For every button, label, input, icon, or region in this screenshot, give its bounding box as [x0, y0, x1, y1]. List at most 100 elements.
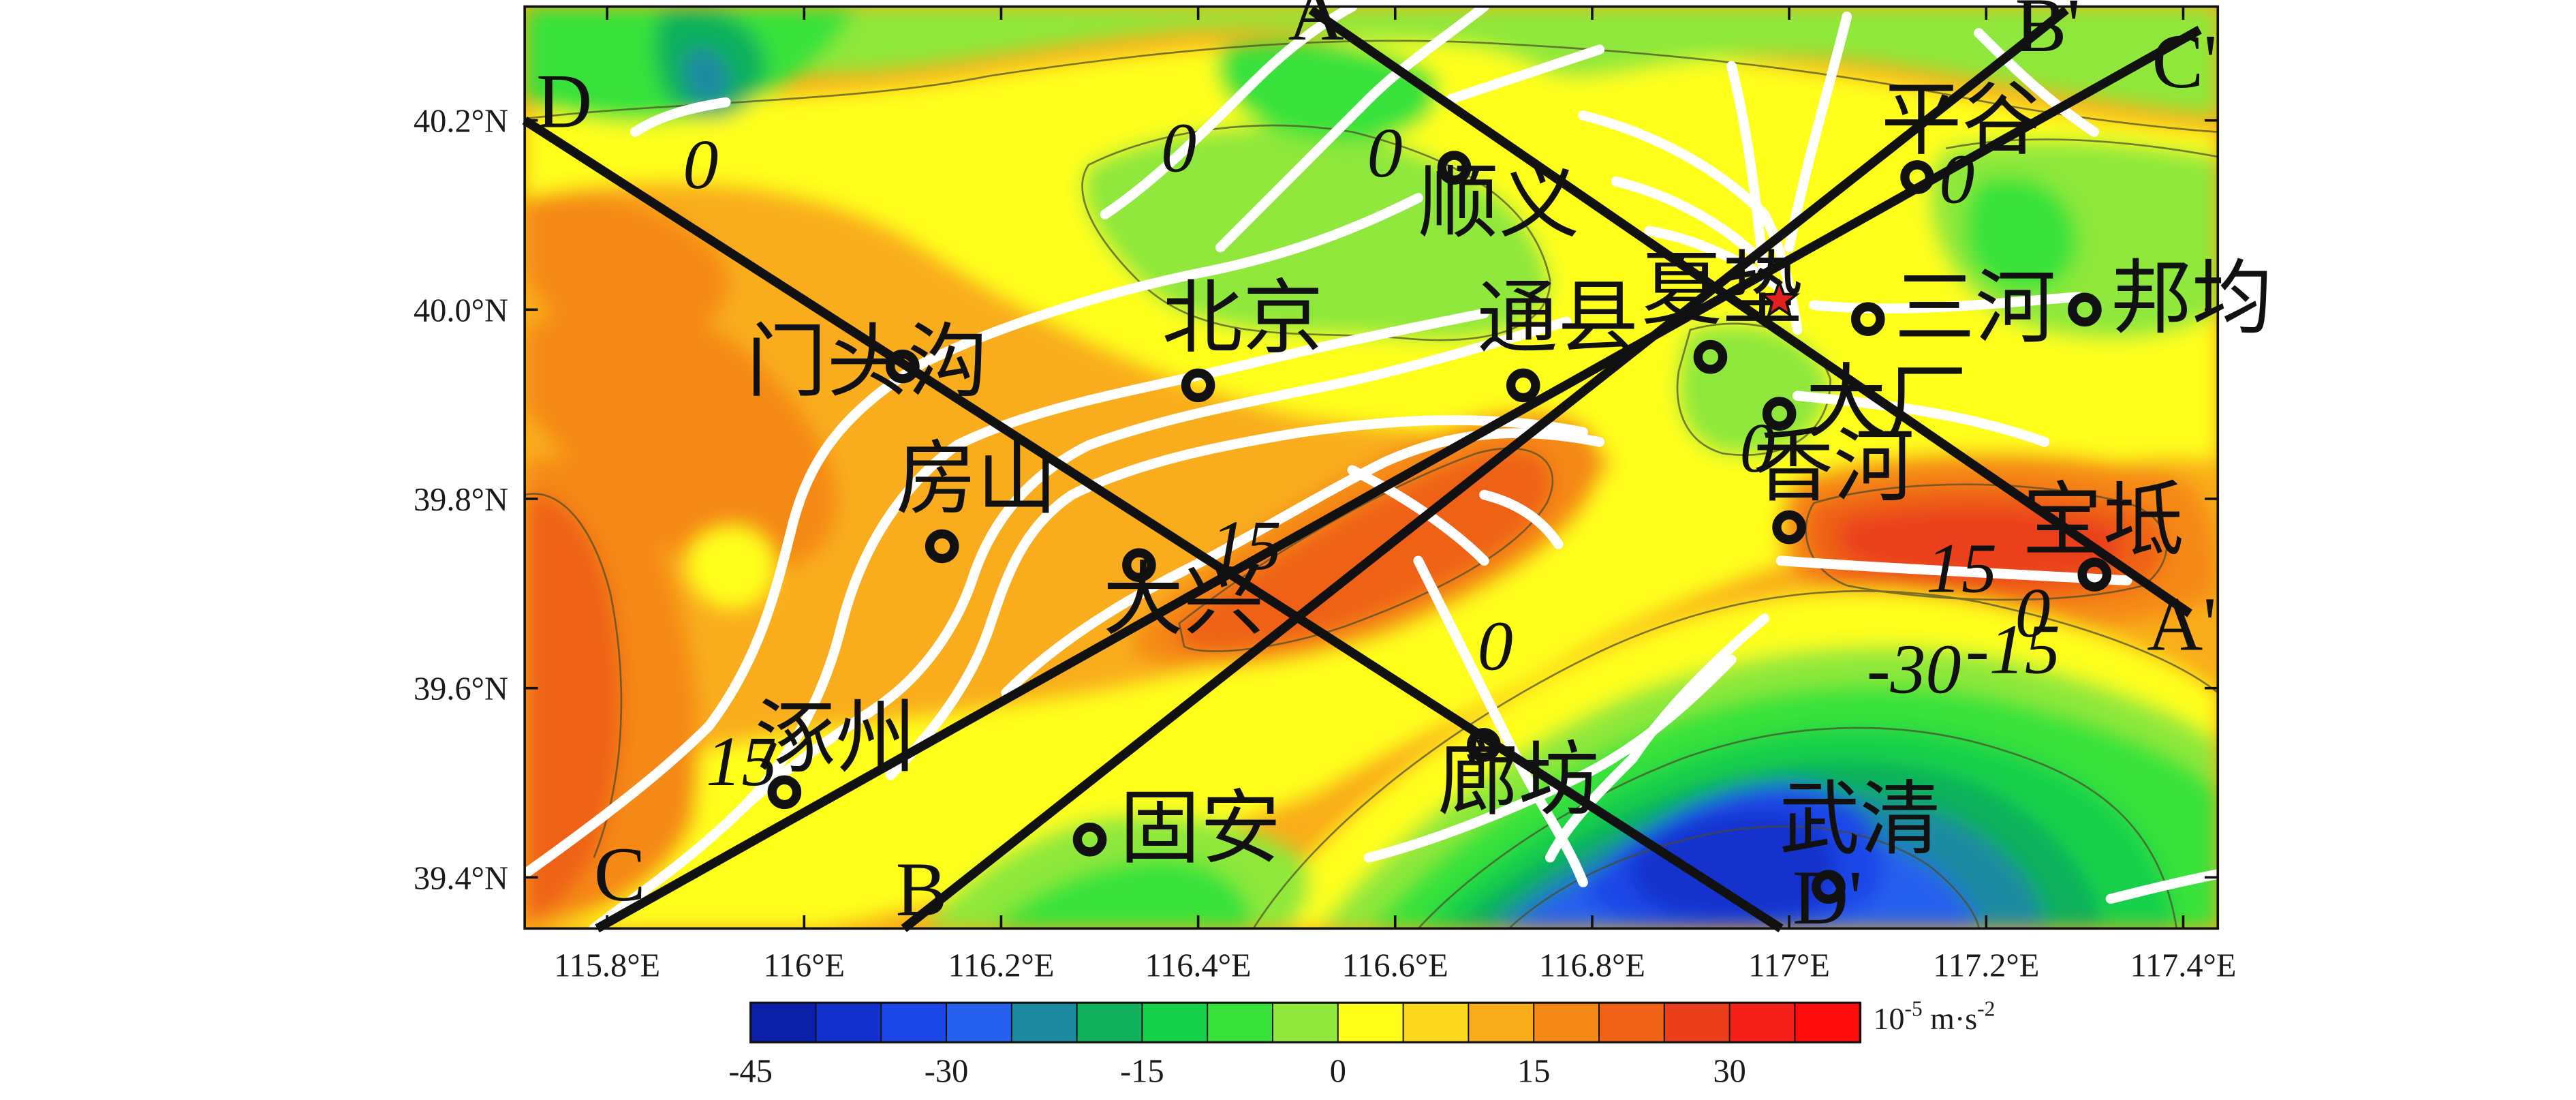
epicenter-star-icon	[1758, 278, 1801, 318]
city: 武清	[1779, 772, 1940, 904]
contour-value-labels: 0 0 0 0 0 0 0 15 15 15 -15 -30	[683, 108, 2060, 801]
city-marker-icon	[1772, 510, 1806, 545]
profile-label-c-prime: C'	[2152, 18, 2217, 104]
city-marker-icon	[1812, 870, 1846, 904]
fault-line	[721, 316, 1572, 830]
contour-label: 0	[1939, 140, 1974, 219]
city: 平谷	[1881, 72, 2043, 194]
city: 北京	[1162, 271, 1323, 403]
fault-line	[525, 193, 1423, 879]
fault-line	[630, 97, 731, 137]
city: 三河	[1850, 260, 2056, 354]
city: 顺义	[1418, 151, 1579, 249]
colorbar-unit: 10-5 m·s-2	[1874, 997, 1996, 1036]
city: 大兴	[1103, 548, 1264, 647]
city-marker-icon	[2077, 557, 2112, 592]
city-label: 通县	[1477, 271, 1639, 365]
city-label: 香河	[1753, 419, 1914, 513]
profile-line-dd	[522, 117, 1784, 932]
contour-label: 0	[683, 125, 718, 204]
city: 廊坊	[1438, 728, 1599, 827]
city-label: 宝坻	[2022, 473, 2184, 567]
city-label: 房山	[896, 431, 1057, 525]
lat-tick-label: 39.4°N	[414, 860, 508, 896]
lon-tick-label: 116.4°E	[1145, 948, 1252, 984]
lon-tick-label: 117°E	[1748, 948, 1830, 984]
contour-label: 15	[706, 722, 777, 801]
lat-tick-label: 40.0°N	[414, 292, 508, 329]
city-marker-icon	[925, 529, 959, 564]
city-marker-icon	[1467, 728, 1501, 762]
city-label: 廊坊	[1438, 733, 1599, 827]
city-marker-icon	[767, 775, 802, 810]
colorbar-tick-label: 15	[1517, 1053, 1550, 1089]
city-marker-icon	[1506, 368, 1540, 403]
colorbar-swatch	[1663, 1002, 1731, 1043]
city: 大厂	[1762, 355, 1967, 449]
lat-tick-label: 40.2°N	[414, 104, 508, 140]
city-label: 涿州	[755, 691, 916, 785]
city-label: 武清	[1779, 772, 1940, 866]
colorbar-swatch	[1337, 1002, 1405, 1043]
city-marker-icon	[1900, 160, 1934, 194]
fault-line	[1100, 6, 1358, 219]
city-label: 大兴	[1103, 553, 1264, 647]
lat-tick-label: 39.6°N	[414, 671, 508, 707]
city-marker-icon	[1693, 339, 1728, 374]
fault-line	[886, 415, 1588, 780]
city-label: 平谷	[1881, 72, 2043, 166]
colorbar-swatch	[1468, 1002, 1536, 1043]
city-marker-icon	[886, 349, 920, 384]
city-marker-icon	[1850, 302, 1885, 337]
city-label: 三河	[1894, 260, 2055, 354]
fault-line	[2105, 869, 2218, 904]
colorbar-swatch	[1076, 1002, 1144, 1043]
city-label: 固安	[1119, 781, 1281, 875]
colorbar-swatch	[1207, 1002, 1274, 1043]
city-marker-icon	[1437, 151, 1472, 185]
profile-label-a-prime: A'	[2147, 581, 2217, 667]
city-label: 顺义	[1418, 155, 1579, 249]
fault-line	[1446, 44, 1605, 104]
colorbar-swatch	[815, 1002, 883, 1043]
city-marker-icon	[1122, 548, 1156, 582]
latitude-axis: 40.2°N 40.0°N 39.8°N 39.6°N 39.4°N	[414, 104, 2218, 896]
city-label: 门头沟	[746, 314, 989, 408]
contour-label: 15	[1926, 529, 1997, 608]
colorbar: -45 -30 -15 0 15 30	[728, 1001, 1862, 1089]
fault-line	[1545, 613, 1770, 863]
lat-tick-label: 39.8°N	[414, 482, 508, 518]
city: 门头沟	[746, 314, 989, 408]
profile-label-d: D	[536, 58, 592, 144]
city-marker-icon	[2068, 292, 2102, 327]
profile-label-b: B	[896, 846, 948, 932]
city: 香河	[1753, 419, 1914, 545]
lon-tick-label: 116.2°E	[948, 948, 1054, 984]
contour-label: -30	[1867, 629, 1961, 708]
lon-tick-label: 116.6°E	[1342, 948, 1448, 984]
colorbar-swatch	[946, 1002, 1013, 1043]
contour-label: 15	[1211, 506, 1282, 585]
city: 涿州	[755, 691, 916, 810]
profile-label-a: A	[1288, 0, 1344, 57]
map-frame	[523, 5, 2220, 930]
lon-tick-label: 115.8°E	[554, 948, 660, 984]
colorbar-tick-label: 0	[1330, 1053, 1346, 1089]
city-marker-icon	[1762, 397, 1797, 431]
profile-label-b-prime: B'	[2015, 0, 2081, 68]
fault-lines	[525, 6, 2218, 929]
colorbar-swatch	[1533, 1002, 1600, 1043]
profile-line-bb	[901, 6, 2069, 932]
lon-tick-label: 116°E	[763, 948, 845, 984]
contour-label: 0	[1478, 606, 1513, 685]
colorbar-swatch	[1598, 1002, 1666, 1043]
fault-line	[1413, 555, 1588, 887]
city-label: 北京	[1162, 271, 1323, 365]
colorbar-tick-label: 30	[1713, 1053, 1745, 1089]
lon-tick-label: 117.4°E	[2130, 948, 2236, 984]
city: 固安	[1072, 781, 1281, 875]
fault-line	[1363, 654, 1737, 863]
colorbar-swatch	[1794, 1002, 1862, 1043]
fault-line	[1479, 489, 1564, 549]
